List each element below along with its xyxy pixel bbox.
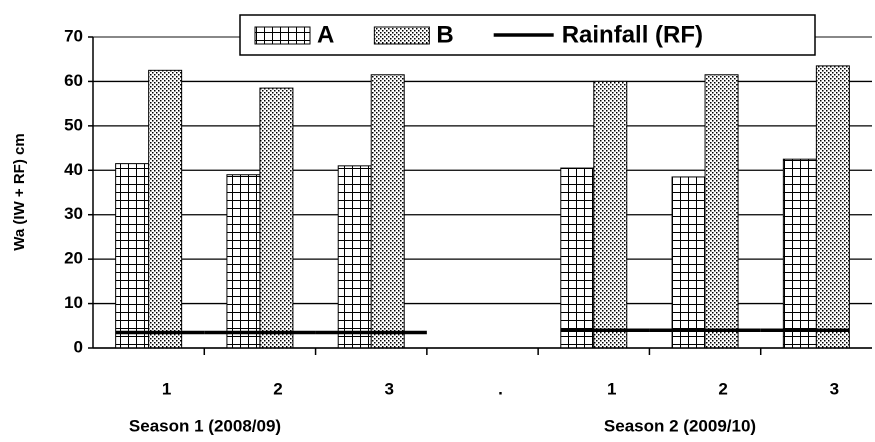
y-tick-label: 30 [64, 204, 83, 223]
legend-swatch [254, 26, 311, 45]
y-tick-label: 60 [64, 71, 83, 90]
y-tick-label: 10 [64, 293, 83, 312]
y-tick-label: 20 [64, 249, 83, 268]
x-tick-label: 2 [718, 379, 727, 398]
x-tick-label: 3 [384, 379, 393, 398]
bar [671, 176, 706, 349]
bar [337, 165, 372, 349]
bar [259, 87, 294, 349]
bar [148, 69, 183, 349]
group-label: Season 1 (2008/09) [129, 416, 281, 435]
y-axis-label: Wa (IW + RF) cm [11, 133, 28, 250]
y-tick-label: 40 [64, 160, 83, 179]
legend-label: B [436, 21, 453, 48]
legend-label: Rainfall (RF) [562, 21, 703, 48]
legend-label: A [317, 21, 334, 48]
x-tick-label: 2 [273, 379, 282, 398]
y-tick-label: 50 [64, 115, 83, 134]
bar [782, 158, 817, 349]
x-tick-label: 1 [162, 379, 171, 398]
bar [226, 174, 261, 349]
legend-swatch [373, 26, 430, 45]
bar [704, 74, 739, 349]
bar [593, 80, 628, 349]
x-tick-label: 3 [830, 379, 839, 398]
x-tick-label: . [498, 379, 503, 398]
group-label: Season 2 (2009/10) [604, 416, 756, 435]
bar [560, 167, 595, 349]
bar [815, 65, 850, 349]
bar [115, 163, 150, 349]
bar [370, 74, 405, 349]
x-tick-label: 1 [607, 379, 616, 398]
y-tick-label: 0 [74, 337, 83, 356]
y-tick-label: 70 [64, 26, 83, 45]
